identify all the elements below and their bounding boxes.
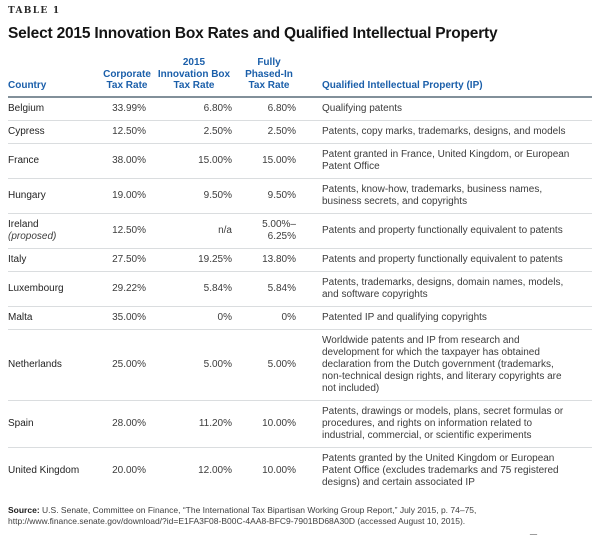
- cell-country: Netherlands: [8, 328, 103, 400]
- cell-country: Malta: [8, 305, 103, 329]
- country-note: (proposed): [8, 230, 57, 242]
- cell-phased-rate: 5.00%– 6.25%: [237, 212, 301, 248]
- cell-country: France: [8, 142, 103, 178]
- cell-innovation-rate: 0%: [151, 305, 237, 329]
- page-title: Select 2015 Innovation Box Rates and Qua…: [8, 25, 498, 42]
- cell-country: Italy: [8, 247, 103, 271]
- cell-phased-rate: 10.00%: [237, 446, 301, 494]
- table-row: Netherlands 25.00% 5.00% 5.00% Worldwide…: [8, 328, 592, 400]
- cell-country: United Kingdom: [8, 446, 103, 494]
- cell-innovation-rate: 11.20%: [151, 399, 237, 447]
- cell-corporate-rate: 20.00%: [103, 446, 151, 494]
- table-row: Spain 28.00% 11.20% 10.00% Patents, draw…: [8, 399, 592, 447]
- table-row: Ireland (proposed) 12.50% n/a 5.00%– 6.25…: [8, 212, 592, 248]
- cell-phased-rate: 5.84%: [237, 270, 301, 306]
- cell-qualified-ip: Patent granted in France, United Kingdom…: [301, 142, 592, 178]
- cell-innovation-rate: 6.80%: [203, 102, 232, 114]
- cell-qualified-ip: Qualifying patents: [322, 102, 403, 114]
- col-header-country: Country: [8, 57, 103, 98]
- cell-innovation-rate: n/a: [151, 212, 237, 248]
- cell-innovation-rate: 9.50%: [151, 177, 237, 213]
- cell-qualified-ip: Patents, copy marks, trademarks, designs…: [301, 119, 592, 143]
- cell-qualified-ip: Patents and property functionally equiva…: [301, 212, 592, 248]
- table-row: Malta 35.00% 0% 0% Patented IP and quali…: [8, 305, 592, 329]
- cell-phased-rate: 9.50%: [237, 177, 301, 213]
- cell-innovation-rate: 5.84%: [151, 270, 237, 306]
- cell-corporate-rate: 12.50%: [103, 212, 151, 248]
- innovation-box-table: Country Corporate Tax Rate 2015 Innovati…: [8, 57, 592, 494]
- table-row: Italy 27.50% 19.25% 13.80% Patents and p…: [8, 247, 592, 271]
- footer-doc-id: BG 3049: [487, 534, 523, 535]
- cell-corporate-rate: 27.50%: [103, 247, 151, 271]
- cell-qualified-ip: Patents, drawings or models, plans, secr…: [301, 399, 592, 447]
- cell-corporate-rate: 29.22%: [103, 270, 151, 306]
- table-row: Cypress 12.50% 2.50% 2.50% Patents, copy…: [8, 119, 592, 143]
- cell-corporate-rate: 28.00%: [103, 399, 151, 447]
- col-header-qualified-ip: Qualified Intellectual Property (IP): [301, 57, 592, 98]
- cell-corporate-rate: 12.50%: [103, 119, 151, 143]
- cell-innovation-rate: 15.00%: [151, 142, 237, 178]
- country-name: Ireland: [8, 218, 39, 230]
- cell-country: Cypress: [8, 119, 103, 143]
- cell-phased-rate: 13.80%: [237, 247, 301, 271]
- cell-corporate-rate: 38.00%: [103, 142, 151, 178]
- cell-corporate-rate: 25.00%: [103, 328, 151, 400]
- table-label: TABLE 1: [8, 6, 61, 16]
- source-text: U.S. Senate, Committee on Finance, “The …: [8, 504, 477, 526]
- cell-corporate-rate: 33.99%: [112, 102, 146, 114]
- cell-qualified-ip: Patents granted by the United Kingdom or…: [301, 446, 592, 494]
- cell-country: Spain: [8, 399, 103, 447]
- cell-innovation-rate: 5.00%: [151, 328, 237, 400]
- cell-qualified-ip: Patented IP and qualifying copyrights: [301, 305, 592, 329]
- cell-corporate-rate: 35.00%: [103, 305, 151, 329]
- cell-phased-rate: 2.50%: [237, 119, 301, 143]
- footer-site: heritage.org: [544, 534, 592, 535]
- cell-country: Ireland (proposed): [8, 212, 103, 248]
- cell-phased-rate: 6.80%: [267, 102, 296, 114]
- col-header-fully-phased-in-tax-rate: Fully Phased-In Tax Rate: [237, 57, 301, 98]
- cell-phased-rate: 5.00%: [237, 328, 301, 400]
- table-row: Luxembourg 29.22% 5.84% 5.84% Patents, t…: [8, 270, 592, 306]
- cell-country: Belgium: [8, 102, 45, 114]
- source-label: Source:: [8, 504, 40, 515]
- source-note: Source: U.S. Senate, Committee on Financ…: [8, 505, 592, 527]
- cell-corporate-rate: 19.00%: [103, 177, 151, 213]
- cell-phased-rate: 10.00%: [237, 399, 301, 447]
- cell-innovation-rate: 2.50%: [151, 119, 237, 143]
- cell-phased-rate: 0%: [237, 305, 301, 329]
- cell-qualified-ip: Worldwide patents and IP from research a…: [301, 328, 592, 400]
- cell-country: Hungary: [8, 177, 103, 213]
- table-header-row: Country Corporate Tax Rate 2015 Innovati…: [8, 57, 592, 98]
- cell-qualified-ip: Patents, know-how, trademarks, business …: [301, 177, 592, 213]
- cell-innovation-rate: 12.00%: [151, 446, 237, 494]
- cell-qualified-ip: Patents and property functionally equiva…: [301, 247, 592, 271]
- table-row: France 38.00% 15.00% 15.00% Patent grant…: [8, 142, 592, 178]
- cell-country: Luxembourg: [8, 270, 103, 306]
- cell-innovation-rate: 19.25%: [151, 247, 237, 271]
- col-header-innovation-box-tax-rate: 2015 Innovation Box Tax Rate: [151, 57, 237, 98]
- table-row: United Kingdom 20.00% 12.00% 10.00% Pate…: [8, 446, 592, 494]
- table-row: Belgium 33.99% 6.80% 6.80% Qualifying pa…: [8, 97, 592, 121]
- cell-phased-rate: 15.00%: [237, 142, 301, 178]
- cell-qualified-ip: Patents, trademarks, designs, domain nam…: [301, 270, 592, 306]
- table-row: Hungary 19.00% 9.50% 9.50% Patents, know…: [8, 177, 592, 213]
- col-header-corporate-tax-rate: Corporate Tax Rate: [103, 57, 151, 98]
